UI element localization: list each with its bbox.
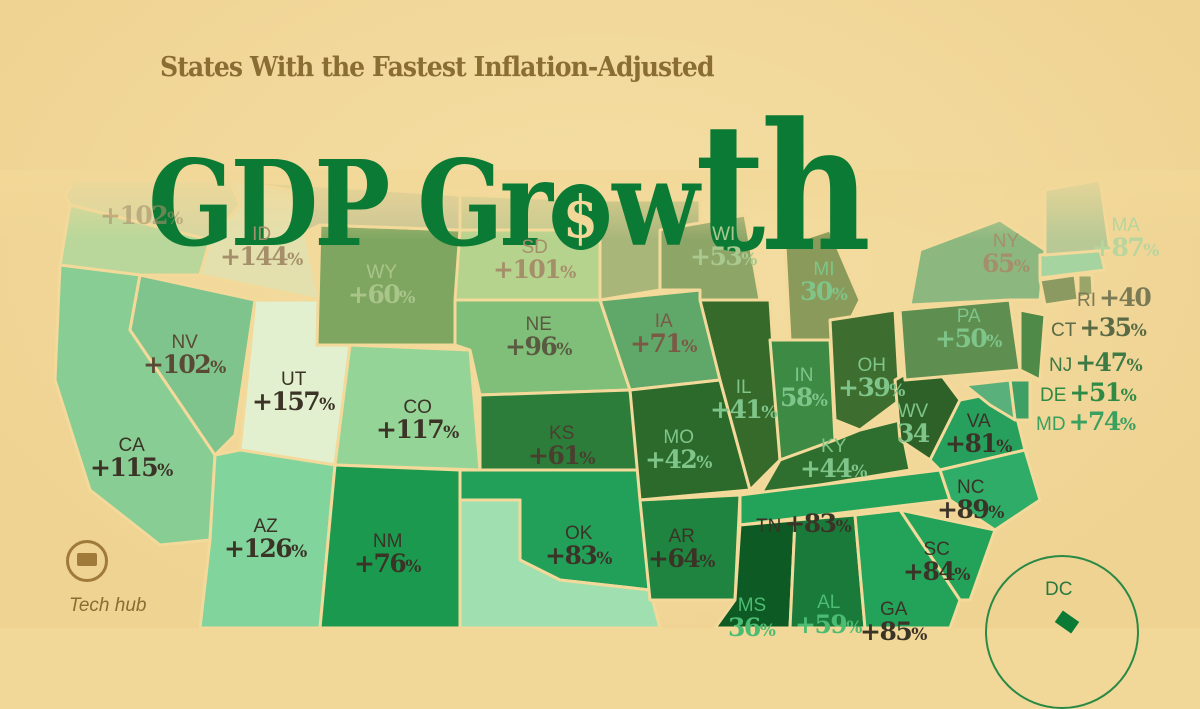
label-ct: CT +35% [1051,313,1147,342]
state-oh [828,308,902,432]
title-text-2: w [612,134,699,273]
label-ar: AR +64% [648,526,716,573]
state-md [963,378,1017,422]
chart-title: GDP Gr $ wth [148,100,871,276]
label-ky: KY +44% [800,436,868,483]
label-ut: UT +157% [252,369,336,416]
state-il [698,298,782,492]
title-text-3: th [695,84,871,291]
label-md: MD +74% [1036,407,1136,436]
label-nc: NC +89% [937,477,1005,524]
label-sc: SC +84% [903,539,971,586]
dollar-icon: $ [552,184,609,250]
label-ny: NY 65% [982,231,1030,278]
state-al [788,513,867,628]
dc-label: DC [1045,579,1073,600]
label-al: AL +59% [795,592,863,639]
label-ca: CA +115% [90,435,174,482]
label-mi: MI 30% [800,259,848,306]
label-wy: WY +60% [348,262,416,309]
us-map [0,170,1200,628]
label-oh: OH +39% [838,355,906,402]
dc-inset: DC [985,555,1139,709]
label-ne: NE +96% [505,314,573,361]
label-de: DE +51% [1040,378,1137,407]
label-wa: +102% [100,201,184,230]
label-tn: TN +83% [756,509,852,538]
tech-hub-circle [66,540,108,582]
label-co: CO +117% [376,397,460,444]
monitor-icon [77,553,97,566]
chart-subtitle: States With the Fastest Inflation-Adjust… [160,52,715,83]
state-nm [318,463,462,628]
state-ms [713,518,797,628]
label-ok: OK +83% [545,523,613,570]
label-nv: NV +102% [143,332,227,379]
label-az: AZ +126% [224,516,308,563]
dc-shape [1054,610,1080,634]
label-va: VA +81% [945,411,1013,458]
label-mo: MO +42% [645,427,713,474]
label-pa: PA +50% [935,306,1003,353]
label-wv: WV 34 [897,401,930,448]
label-ia: IA +71% [630,311,698,358]
legend-tech-hub: Tech hub [66,540,146,616]
label-ga: GA +85% [860,599,928,646]
state-ga [853,508,962,628]
label-id: ID +144% [220,224,304,271]
label-nj: NJ +47% [1049,348,1143,377]
label-ms: MS 36% [728,595,776,642]
state-nv [128,273,257,457]
label-sd: SD +101% [493,237,577,284]
state-nc [938,448,1042,532]
label-il: IL +41% [710,377,778,424]
label-wi: WI +53% [690,224,758,271]
label-nm: NM +76% [354,531,422,578]
title-text-1: GDP Gr [148,134,553,273]
state-ct [1038,273,1080,307]
label-in: IN 58% [780,365,828,412]
label-ri: RI +40 [1077,283,1152,312]
state-nj [1018,308,1047,382]
state-tx [458,498,662,628]
label-ks: KS +61% [528,423,596,470]
state-sc [898,508,997,602]
label-ma: MA +87% [1092,215,1160,262]
legend-label: Tech hub [69,595,147,616]
state-ri [1076,273,1095,300]
